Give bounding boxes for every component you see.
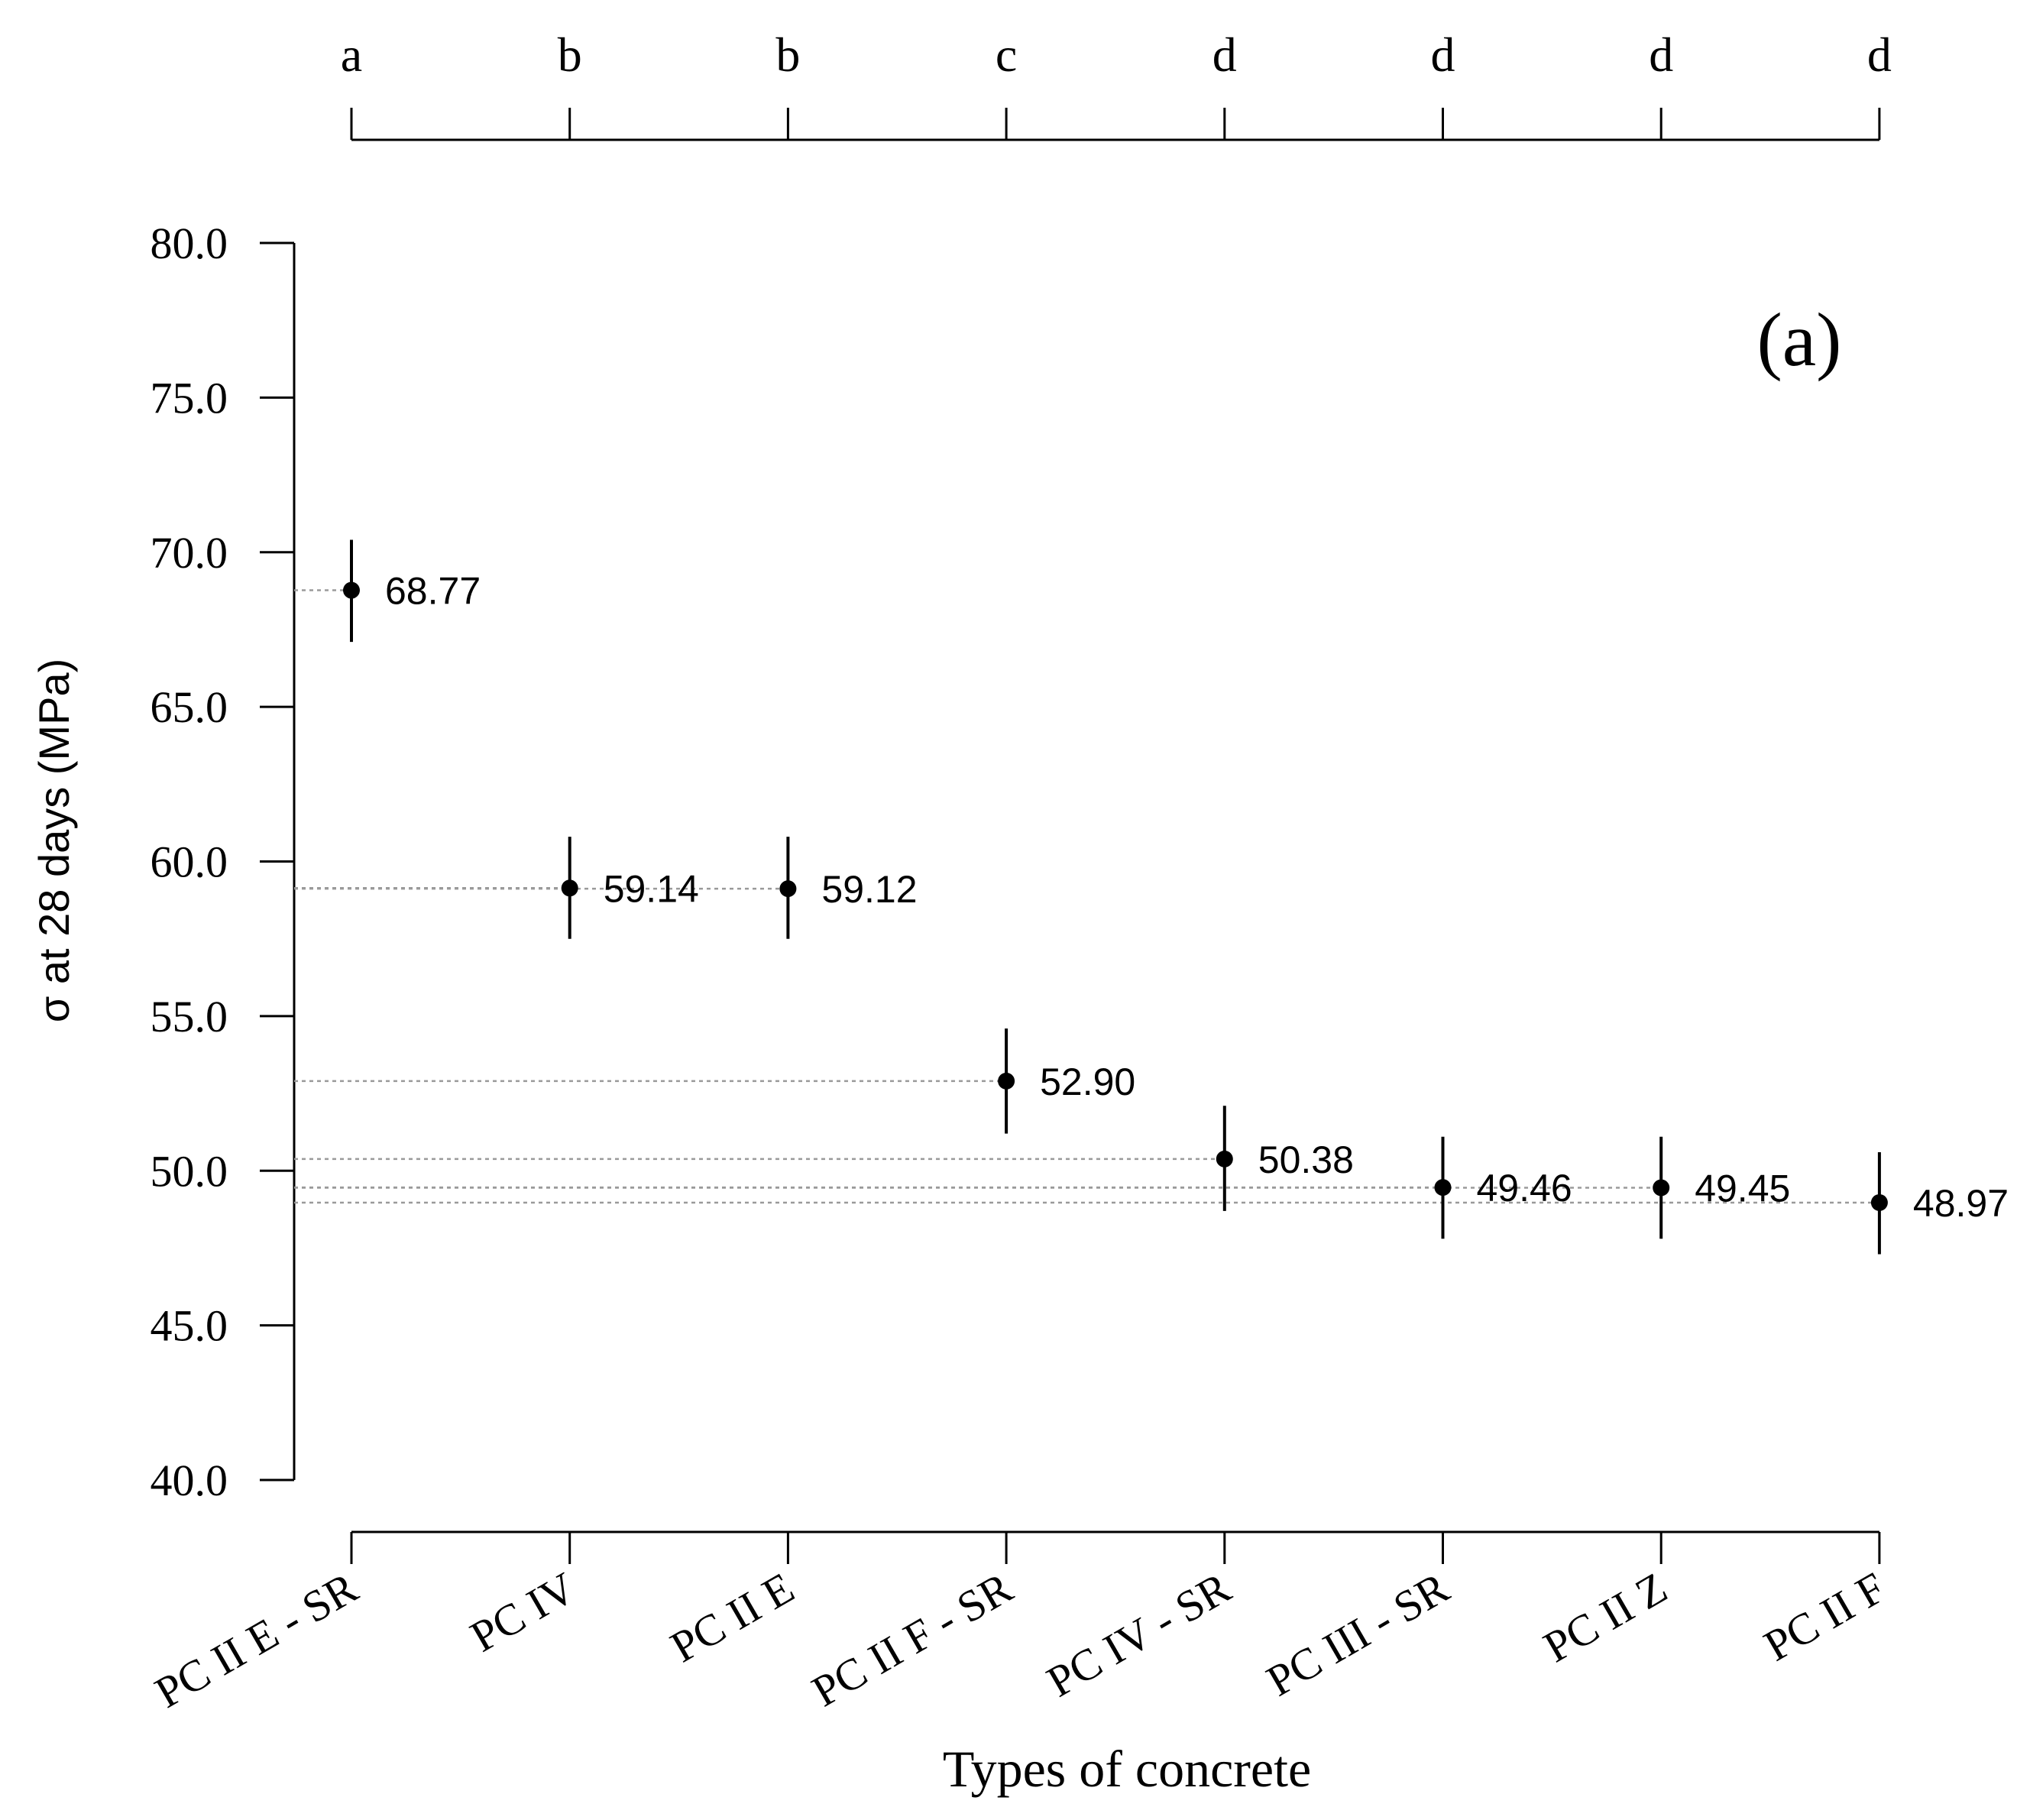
value-label: 48.97 xyxy=(1913,1182,2009,1225)
y-tick-label: 80.0 xyxy=(151,219,228,268)
data-point xyxy=(1653,1179,1670,1197)
x-tick-label: PC II E - SR xyxy=(147,1563,366,1718)
x-tick-label: PC II F xyxy=(1756,1563,1893,1671)
x-axis: PC II E - SR PC IV PC II E PC II F - SR PC I… xyxy=(147,1530,1893,1718)
group-letter: c xyxy=(996,28,1017,82)
x-axis-title: Types of concrete xyxy=(943,1740,1311,1798)
x-tick-label: PC III - SR xyxy=(1258,1563,1457,1706)
x-tick-label: PC II E xyxy=(662,1563,802,1672)
group-letter: d xyxy=(1212,28,1237,82)
x-tick-label: PC IV - SR xyxy=(1038,1563,1238,1707)
y-tick-label: 60.0 xyxy=(151,837,228,887)
x-tick-label: PC IV xyxy=(462,1563,584,1662)
y-tick-label: 40.0 xyxy=(151,1456,228,1505)
x-tick-label: PC II F - SR xyxy=(804,1563,1021,1716)
data-point xyxy=(1870,1193,1888,1211)
group-letter: d xyxy=(1867,28,1892,82)
value-label: 49.46 xyxy=(1477,1167,1572,1210)
value-label: 50.38 xyxy=(1258,1138,1354,1181)
panel-label: (a) xyxy=(1757,297,1842,382)
data-point xyxy=(998,1072,1015,1090)
value-label: 59.14 xyxy=(604,867,699,910)
y-tick-label: 65.0 xyxy=(151,682,228,732)
group-letter: d xyxy=(1649,28,1673,82)
y-tick-label: 45.0 xyxy=(151,1301,228,1351)
y-axis-title: σ at 28 days (MPa) xyxy=(30,659,78,1023)
group-letter: b xyxy=(558,28,582,82)
data-point xyxy=(1434,1179,1452,1197)
y-tick-label: 50.0 xyxy=(151,1146,228,1196)
data-points: 68.77 59.14 59.12 52.90 50.38 49.46 49.45 48.97 xyxy=(343,539,2009,1255)
reference-lines xyxy=(294,589,1879,1204)
y-axis: 40.0 45.0 50.0 55.0 60.0 65.0 70.0 75.0 80.0 xyxy=(151,219,296,1505)
value-label: 49.45 xyxy=(1695,1167,1790,1210)
y-tick-label: 75.0 xyxy=(151,373,228,423)
value-label: 52.90 xyxy=(1040,1061,1135,1103)
value-label: 68.77 xyxy=(385,570,481,613)
x-tick-label: PC II Z xyxy=(1536,1563,1675,1672)
group-letter: a xyxy=(341,28,362,82)
group-letter: b xyxy=(775,28,800,82)
group-letter: d xyxy=(1431,28,1455,82)
data-point xyxy=(1216,1150,1233,1167)
y-tick-label: 55.0 xyxy=(151,992,228,1041)
data-point xyxy=(561,879,578,897)
value-label: 59.12 xyxy=(821,868,917,911)
data-point xyxy=(779,880,797,898)
data-point xyxy=(343,581,360,599)
y-tick-label: 70.0 xyxy=(151,528,228,578)
